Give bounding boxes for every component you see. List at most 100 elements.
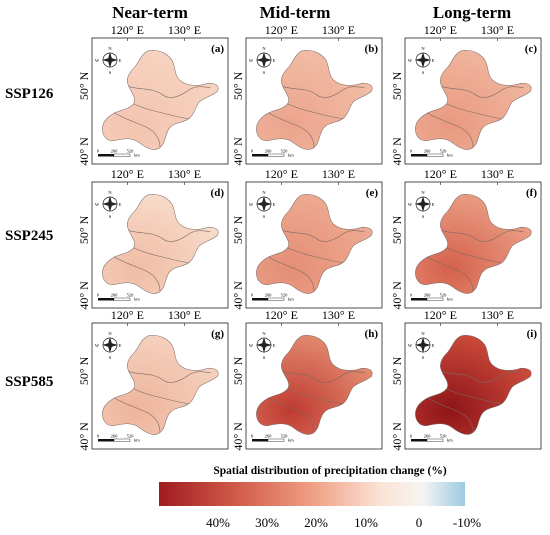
province-boundary [282, 86, 365, 98]
legend-label-20: 20% [304, 515, 328, 530]
compass-label: E [432, 58, 435, 63]
compass-label: E [432, 343, 435, 348]
compass-label: N [421, 46, 425, 51]
province-boundary [427, 397, 474, 433]
province-boundary [287, 388, 343, 405]
compass-label: N [421, 331, 425, 336]
lat-tick-label: 40° N [231, 137, 245, 166]
panel-letter: (d) [211, 187, 225, 199]
scale-bar-label: 520 [440, 434, 448, 439]
compass-rose-icon: N S W E [408, 190, 435, 219]
scale-bar-label: 260 [265, 293, 273, 298]
compass-label: S [263, 70, 266, 75]
lat-tick-label: 50° N [231, 71, 245, 100]
province-boundary [287, 103, 343, 120]
province-boundary [133, 103, 189, 120]
compass-label: N [262, 190, 266, 195]
scale-bar-label: 520 [281, 434, 289, 439]
province-boundary [128, 86, 211, 98]
lat-tick-label: 50° N [390, 71, 404, 100]
panel-letter: (a) [211, 43, 224, 55]
legend-colorbar [159, 482, 465, 506]
compass-rose-icon: N S W E [408, 331, 435, 360]
scale-bar-unit: km [134, 297, 140, 302]
province-boundary [427, 112, 474, 148]
compass-label: W [249, 202, 254, 207]
scale-bar-label: 260 [424, 293, 432, 298]
compass-label: S [422, 214, 425, 219]
panel-letter: (e) [366, 187, 379, 199]
province-boundary [441, 86, 524, 98]
province-boundary [114, 112, 161, 148]
scale-bar-label: 520 [281, 293, 289, 298]
scale-bar-label: 260 [424, 434, 432, 439]
lat-tick-label: 40° N [231, 281, 245, 310]
scale-bar-unit: km [288, 153, 294, 158]
province-boundary [268, 397, 315, 433]
compass-rose-icon: N S W E [95, 190, 122, 219]
row-header-ssp126: SSP126 [5, 86, 54, 102]
col-header-near-term: Near-term [112, 3, 188, 22]
legend-label-minus10: -10% [453, 515, 481, 530]
scale-bar-label: 260 [111, 434, 119, 439]
scale-bar-unit: km [288, 438, 294, 443]
lat-tick-label: 40° N [390, 422, 404, 451]
lat-tick-label: 40° N [231, 422, 245, 451]
compass-label: W [95, 343, 100, 348]
compass-label: S [422, 70, 425, 75]
compass-label: W [408, 202, 413, 207]
scale-bar-unit: km [288, 297, 294, 302]
scale-bar-label: 520 [127, 149, 135, 154]
province-boundary [446, 103, 502, 120]
scale-bar-label: 520 [127, 434, 135, 439]
compass-label: S [109, 214, 112, 219]
lat-tick-label: 50° N [390, 215, 404, 244]
compass-label: W [408, 58, 413, 63]
scale-bar-label: 0 [410, 149, 413, 154]
lon-tick-label: 130° E [168, 23, 201, 37]
province-boundary [114, 256, 161, 292]
compass-label: E [273, 343, 276, 348]
row-header-ssp245: SSP245 [5, 228, 53, 244]
lat-tick-label: 40° N [390, 137, 404, 166]
compass-label: E [273, 58, 276, 63]
lat-tick-label: 50° N [231, 356, 245, 385]
lat-tick-label: 50° N [390, 356, 404, 385]
province-boundary [268, 256, 315, 292]
scale-bar-unit: km [134, 438, 140, 443]
compass-label: N [262, 46, 266, 51]
lon-tick-label: 130° E [322, 308, 355, 322]
lon-tick-label: 120° E [424, 23, 457, 37]
scale-bar-label: 520 [127, 293, 135, 298]
lon-tick-label: 120° E [265, 23, 298, 37]
lon-tick-label: 130° E [481, 23, 514, 37]
lon-tick-label: 120° E [111, 308, 144, 322]
scale-bar-label: 260 [265, 434, 273, 439]
scale-bar-label: 0 [97, 434, 100, 439]
compass-label: W [95, 202, 100, 207]
lat-tick-label: 40° N [77, 422, 91, 451]
lon-tick-label: 130° E [322, 23, 355, 37]
lat-tick-label: 50° N [77, 215, 91, 244]
scale-bar-unit: km [134, 153, 140, 158]
compass-label: N [421, 190, 425, 195]
legend-label-30: 30% [255, 515, 279, 530]
province-boundary [287, 247, 343, 264]
province-boundary [133, 388, 189, 405]
scale-bar-unit: km [447, 297, 453, 302]
compass-rose-icon: N S W E [95, 46, 122, 75]
compass-label: S [109, 355, 112, 360]
province-boundary [441, 230, 524, 242]
province-boundary [128, 371, 211, 383]
